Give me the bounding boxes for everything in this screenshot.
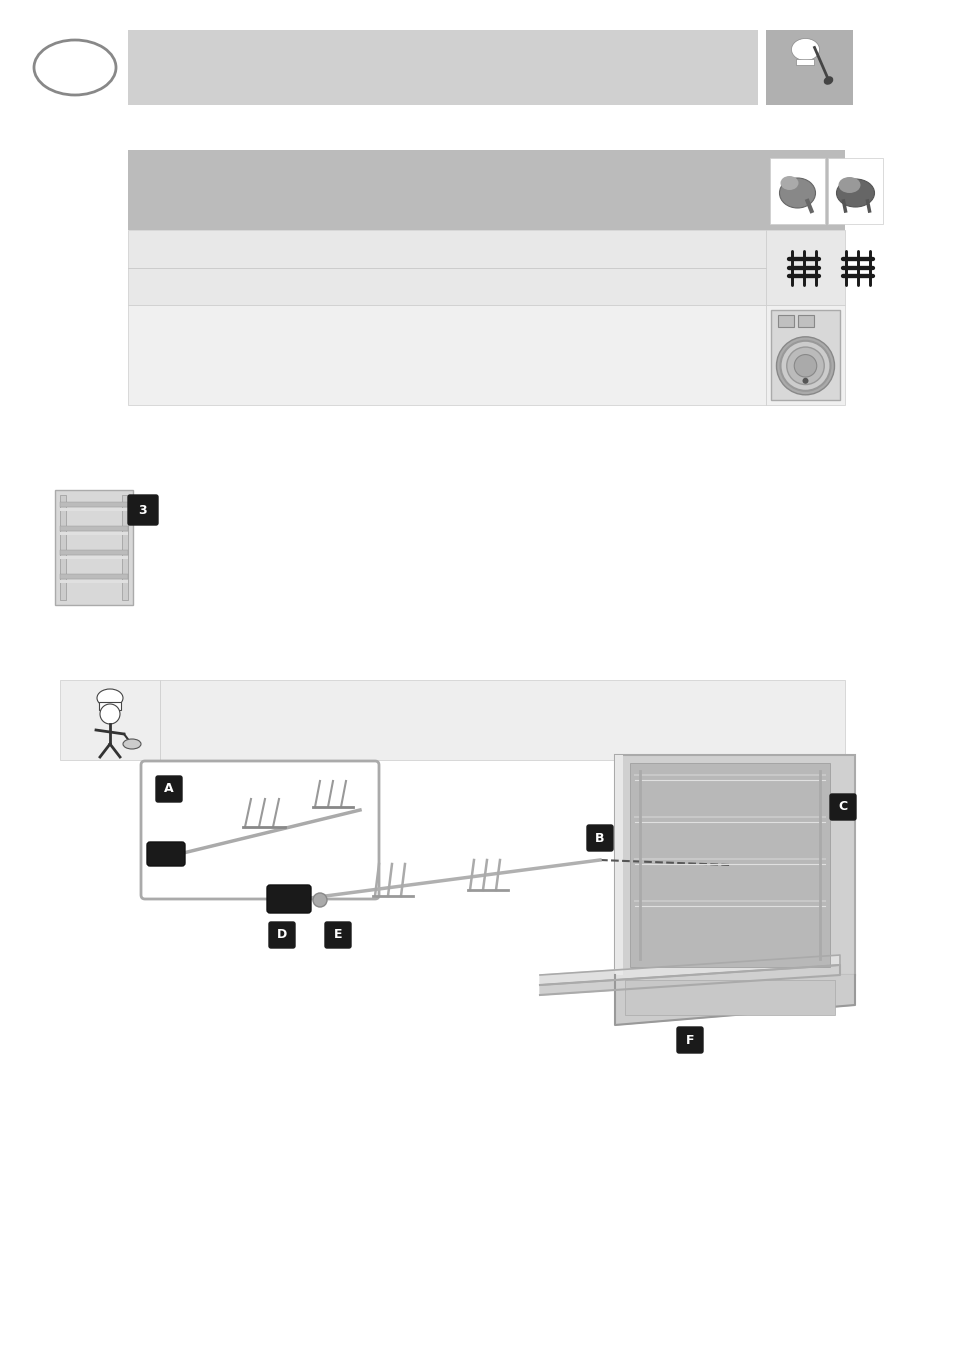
FancyBboxPatch shape bbox=[827, 158, 882, 224]
FancyBboxPatch shape bbox=[770, 310, 840, 400]
Text: GB·IE: GB·IE bbox=[50, 58, 100, 77]
Text: C: C bbox=[838, 800, 846, 814]
FancyBboxPatch shape bbox=[797, 315, 813, 327]
Ellipse shape bbox=[123, 740, 141, 749]
Circle shape bbox=[794, 354, 816, 377]
FancyBboxPatch shape bbox=[160, 680, 844, 760]
Polygon shape bbox=[615, 975, 854, 1025]
FancyBboxPatch shape bbox=[60, 550, 128, 556]
Text: A: A bbox=[164, 783, 173, 795]
Ellipse shape bbox=[97, 690, 123, 707]
Circle shape bbox=[100, 704, 120, 725]
FancyBboxPatch shape bbox=[141, 761, 378, 899]
FancyBboxPatch shape bbox=[677, 1028, 702, 1053]
Text: E: E bbox=[334, 929, 342, 941]
FancyBboxPatch shape bbox=[778, 315, 793, 327]
Text: F: F bbox=[685, 1033, 694, 1046]
FancyBboxPatch shape bbox=[156, 776, 182, 802]
FancyBboxPatch shape bbox=[60, 680, 160, 760]
FancyBboxPatch shape bbox=[60, 526, 128, 531]
FancyBboxPatch shape bbox=[624, 980, 834, 1015]
Circle shape bbox=[801, 377, 807, 384]
FancyBboxPatch shape bbox=[269, 922, 294, 948]
Circle shape bbox=[780, 341, 830, 391]
FancyBboxPatch shape bbox=[796, 58, 814, 65]
FancyBboxPatch shape bbox=[765, 30, 852, 105]
FancyBboxPatch shape bbox=[99, 702, 121, 710]
Text: D: D bbox=[276, 929, 287, 941]
FancyBboxPatch shape bbox=[629, 763, 829, 967]
Circle shape bbox=[776, 337, 834, 395]
FancyBboxPatch shape bbox=[60, 580, 128, 583]
Text: B: B bbox=[595, 831, 604, 845]
FancyBboxPatch shape bbox=[769, 158, 824, 224]
FancyBboxPatch shape bbox=[128, 150, 844, 230]
FancyBboxPatch shape bbox=[325, 922, 351, 948]
Ellipse shape bbox=[822, 76, 832, 85]
Ellipse shape bbox=[838, 177, 860, 193]
FancyBboxPatch shape bbox=[128, 230, 765, 306]
Ellipse shape bbox=[791, 38, 819, 61]
FancyBboxPatch shape bbox=[586, 825, 613, 850]
Polygon shape bbox=[539, 965, 840, 995]
Ellipse shape bbox=[34, 41, 116, 95]
Text: 3: 3 bbox=[138, 503, 147, 516]
FancyBboxPatch shape bbox=[147, 842, 185, 867]
FancyBboxPatch shape bbox=[122, 495, 128, 600]
FancyBboxPatch shape bbox=[60, 495, 66, 600]
Ellipse shape bbox=[836, 178, 874, 207]
FancyBboxPatch shape bbox=[615, 754, 854, 975]
FancyBboxPatch shape bbox=[60, 531, 128, 535]
FancyBboxPatch shape bbox=[765, 306, 844, 406]
FancyBboxPatch shape bbox=[60, 556, 128, 558]
Ellipse shape bbox=[780, 176, 798, 191]
FancyBboxPatch shape bbox=[60, 508, 128, 511]
FancyBboxPatch shape bbox=[55, 489, 132, 604]
FancyBboxPatch shape bbox=[128, 495, 158, 525]
FancyBboxPatch shape bbox=[267, 886, 311, 913]
Ellipse shape bbox=[779, 178, 815, 208]
Polygon shape bbox=[539, 955, 840, 986]
FancyBboxPatch shape bbox=[128, 306, 765, 406]
FancyBboxPatch shape bbox=[829, 794, 855, 821]
Circle shape bbox=[313, 894, 327, 907]
FancyBboxPatch shape bbox=[765, 230, 844, 306]
FancyBboxPatch shape bbox=[615, 754, 622, 975]
FancyBboxPatch shape bbox=[60, 502, 128, 507]
FancyBboxPatch shape bbox=[60, 575, 128, 579]
Circle shape bbox=[786, 347, 823, 384]
FancyBboxPatch shape bbox=[128, 30, 758, 105]
